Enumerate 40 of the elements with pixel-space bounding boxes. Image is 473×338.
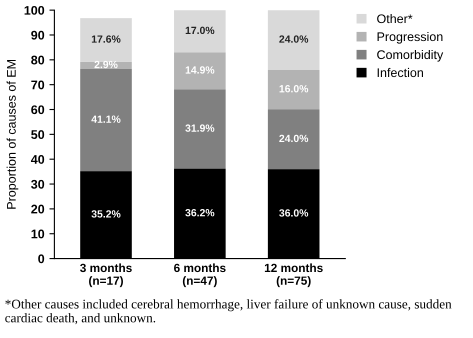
y-axis-title: Proportion of causes of EM: [6, 60, 18, 209]
bar: [268, 70, 320, 110]
x-tick-label: 3 months (n=17): [80, 263, 132, 288]
data-label: 17.0%: [186, 26, 214, 34]
bar: [174, 52, 226, 90]
bar: [80, 18, 132, 62]
bar: [268, 110, 320, 170]
y-tick-label: 40: [30, 155, 44, 164]
x-tick-label: 12 months (n=75): [264, 263, 323, 288]
y-tick-label: 30: [31, 180, 44, 189]
bar: [80, 69, 132, 172]
y-tick-label: 50: [31, 130, 44, 140]
data-label: 14.9%: [186, 66, 214, 74]
bar: [174, 89, 226, 169]
data-label: 41.1%: [91, 116, 120, 123]
y-tick-label: 0: [38, 254, 44, 264]
y-tick-label: 80: [31, 56, 44, 64]
data-label: 36.0%: [279, 209, 308, 217]
legend-label: Other*: [377, 14, 412, 24]
data-label: 2.9%: [94, 60, 118, 68]
legend-label: Progression: [378, 32, 442, 44]
legend-label: Infection: [378, 68, 423, 78]
text: *Other causes included cerebral hemorrhage, liver failure of unknown cause, sudden cardiac death, and unknown.: [5, 299, 452, 324]
data-label: 31.9%: [185, 124, 214, 132]
y-tick-label: 20: [31, 204, 44, 214]
y-tick-label: 70: [31, 80, 44, 90]
legend-label: Comorbidity: [377, 50, 444, 62]
y-tick-label: 100: [24, 6, 44, 15]
bar: [174, 10, 226, 52]
data-label: 24.0%: [279, 35, 308, 43]
data-label: 36.2%: [185, 209, 214, 216]
data-label: 17.6%: [92, 35, 120, 43]
bar: [268, 10, 320, 70]
data-label: 16.0%: [280, 85, 308, 92]
data-label: 24.0%: [279, 134, 308, 142]
y-tick-label: 90: [31, 30, 44, 40]
data-label: 35.2%: [91, 210, 120, 218]
y-tick-label: 10: [32, 230, 44, 238]
x-tick-label: 6 months (n=47): [174, 263, 226, 288]
y-tick-label: 60: [31, 105, 44, 114]
